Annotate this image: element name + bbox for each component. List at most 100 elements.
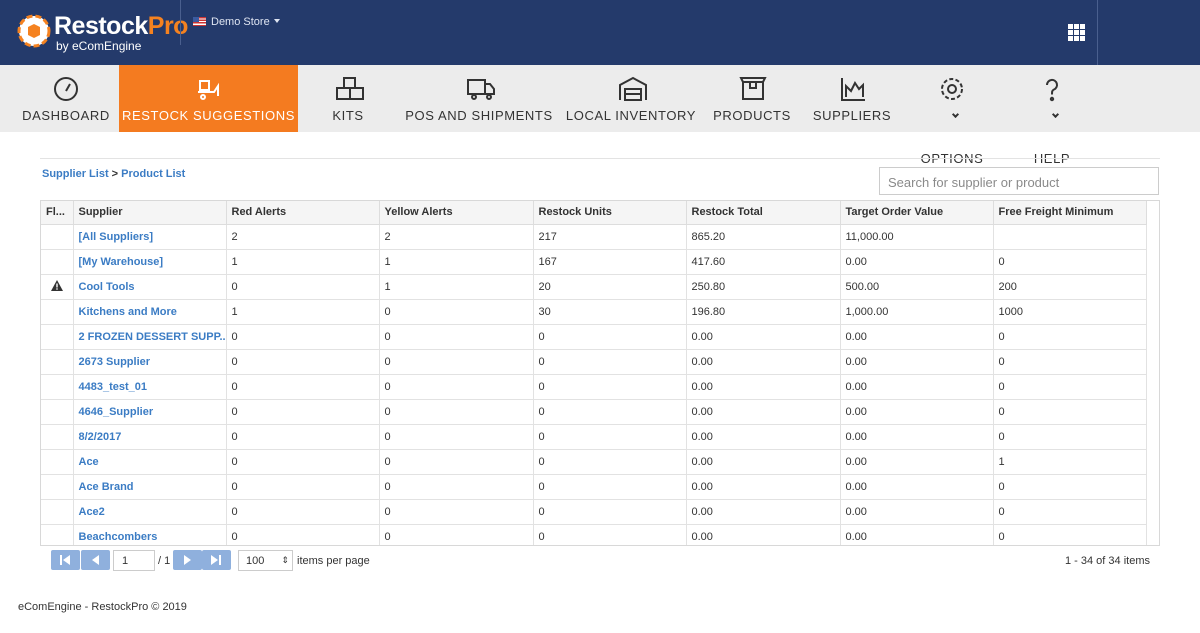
table-cell: 0.00 — [686, 349, 841, 375]
supplier-link[interactable]: 2 FROZEN DESSERT SUPP... — [73, 324, 227, 350]
table-cell: 0 — [993, 249, 1147, 275]
table-cell: 0 — [226, 524, 380, 545]
page-size-select[interactable]: 100 — [238, 550, 293, 571]
table-cell: 200 — [993, 274, 1147, 300]
nav-item[interactable]: KITS — [298, 65, 398, 132]
nav-label: KITS — [332, 108, 364, 123]
table-cell: 0.00 — [686, 399, 841, 425]
flag-cell — [41, 449, 74, 475]
column-header[interactable]: Restock Units — [533, 201, 687, 225]
supplier-link[interactable]: Cool Tools — [73, 274, 227, 300]
flag-cell — [41, 474, 74, 500]
nav-item[interactable]: DASHBOARD — [12, 65, 120, 132]
prev-page[interactable] — [81, 550, 110, 570]
nav-item[interactable]: SUPPLIERS — [802, 65, 902, 132]
pager-summary: 1 - 34 of 34 items — [1065, 555, 1150, 567]
supplier-link[interactable]: [My Warehouse] — [73, 249, 227, 275]
supplier-link[interactable]: 8/2/2017 — [73, 424, 227, 450]
next-page[interactable] — [173, 550, 202, 570]
table-cell: 417.60 — [686, 249, 841, 275]
table-cell: 30 — [533, 299, 687, 325]
table-row: [All Suppliers] 2 2 217 865.20 11,000.00 — [41, 224, 1147, 250]
table-row: 8/2/2017 0 0 0 0.00 0.00 0 — [41, 424, 1147, 450]
table-cell: 0 — [379, 374, 534, 400]
table-cell: 0.00 — [686, 524, 841, 545]
table-cell: 0.00 — [686, 324, 841, 350]
flag-cell — [41, 424, 74, 450]
table-cell: 0.00 — [840, 499, 994, 525]
nav-item[interactable]: OPTIONS — [902, 65, 1002, 166]
page-input[interactable]: 1 — [113, 550, 155, 571]
table-cell: 0 — [226, 374, 380, 400]
supplier-link[interactable]: Ace2 — [73, 499, 227, 525]
table-cell: 0.00 — [686, 474, 841, 500]
page-size: 100 — [246, 555, 265, 567]
table-cell: 0 — [226, 349, 380, 375]
table-cell: 0.00 — [840, 449, 994, 475]
column-header[interactable]: Yellow Alerts — [379, 201, 534, 225]
table-cell: 0 — [379, 299, 534, 325]
table-cell: 0.00 — [686, 374, 841, 400]
breadcrumb: Supplier List > Product List — [42, 168, 186, 180]
table-cell: 0 — [993, 324, 1147, 350]
table-cell: 0 — [533, 424, 687, 450]
table-cell: 0 — [993, 349, 1147, 375]
flag-cell — [41, 499, 74, 525]
nav-item[interactable]: LOCAL INVENTORY — [560, 65, 702, 132]
supplier-link[interactable]: Ace — [73, 449, 227, 475]
flag-cell — [41, 374, 74, 400]
nav-item[interactable]: PRODUCTS — [702, 65, 802, 132]
table-cell: 0.00 — [840, 349, 994, 375]
column-header[interactable]: Supplier — [73, 201, 227, 225]
supplier-link[interactable]: 4483_test_01 — [73, 374, 227, 400]
table-row: Beachcombers 0 0 0 0.00 0.00 0 — [41, 524, 1147, 545]
nav-item[interactable]: POS AND SHIPMENTS — [398, 65, 560, 132]
nav-item[interactable]: RESTOCK SUGGESTIONS — [119, 65, 298, 132]
nav-label: DASHBOARD — [22, 108, 110, 123]
store-selector[interactable]: Demo Store — [193, 16, 280, 28]
table-cell: 1000 — [993, 299, 1147, 325]
brand[interactable]: RestockPro — [54, 12, 188, 41]
breadcrumb-link[interactable]: Product List — [121, 168, 186, 180]
first-page[interactable] — [51, 550, 80, 570]
supplier-link[interactable]: Beachcombers — [73, 524, 227, 545]
supplier-link[interactable]: 4646_Supplier — [73, 399, 227, 425]
supplier-link[interactable]: [All Suppliers] — [73, 224, 227, 250]
table-cell: 0 — [379, 424, 534, 450]
column-header[interactable]: Red Alerts — [226, 201, 380, 225]
table-cell: 0.00 — [840, 374, 994, 400]
column-header[interactable]: Free Freight Minimum — [993, 201, 1147, 225]
table-cell: 0.00 — [840, 524, 994, 545]
search-input[interactable]: Search for supplier or product — [879, 167, 1159, 195]
table-cell: 0 — [993, 524, 1147, 545]
table-row: [My Warehouse] 1 1 167 417.60 0.00 0 — [41, 249, 1147, 275]
nav-item[interactable]: HELP — [1002, 65, 1102, 166]
table-cell: 0 — [379, 449, 534, 475]
table-cell: 2 — [379, 224, 534, 250]
column-header[interactable]: Target Order Value — [840, 201, 994, 225]
last-page[interactable] — [202, 550, 231, 570]
supplier-link[interactable]: 2673 Supplier — [73, 349, 227, 375]
table-cell: 0.00 — [686, 499, 841, 525]
supplier-link[interactable]: Ace Brand — [73, 474, 227, 500]
flag-cell — [41, 224, 74, 250]
suppliers-table: Fl... Supplier Red Alerts Yellow Alerts Rest… — [40, 200, 1160, 546]
table-cell: 250.80 — [686, 274, 841, 300]
table-cell: 0 — [533, 349, 687, 375]
supplier-link[interactable]: Kitchens and More — [73, 299, 227, 325]
table-cell: 0 — [533, 499, 687, 525]
column-header[interactable]: Fl... — [41, 201, 74, 225]
breadcrumb-link[interactable]: Supplier List — [42, 168, 109, 180]
column-header[interactable]: Restock Total — [686, 201, 841, 225]
nav-label: PRODUCTS — [713, 108, 791, 123]
table-cell: 500.00 — [840, 274, 994, 300]
footer: eComEngine - RestockPro © 2019 — [18, 601, 187, 613]
logo-icon — [17, 14, 51, 48]
table-cell: 0.00 — [840, 324, 994, 350]
table-cell: 0 — [226, 499, 380, 525]
table-cell — [993, 224, 1147, 250]
flag-cell — [41, 324, 74, 350]
flag-cell — [41, 274, 74, 300]
apps-menu[interactable] — [1068, 24, 1085, 41]
page-count: / 1 — [158, 555, 171, 567]
